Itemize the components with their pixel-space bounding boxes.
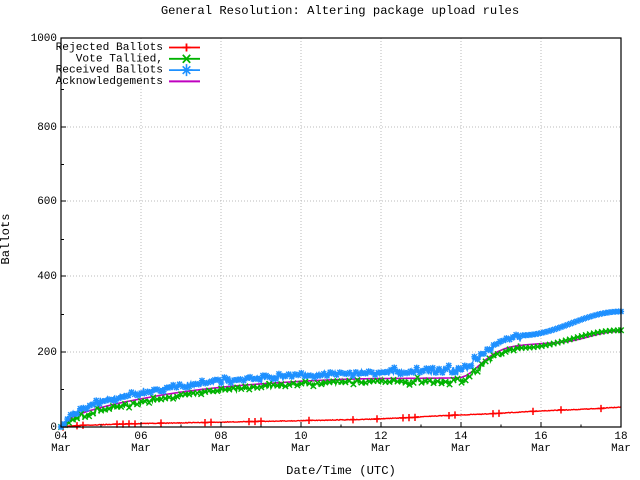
svg-text:Mar: Mar <box>291 443 311 455</box>
svg-text:General Resolution: Altering p: General Resolution: Altering package upl… <box>161 4 519 18</box>
svg-text:1000: 1000 <box>31 33 57 45</box>
svg-text:14: 14 <box>454 431 468 443</box>
svg-text:Ballots: Ballots <box>0 213 13 264</box>
svg-text:12: 12 <box>374 431 387 443</box>
svg-text:04: 04 <box>54 431 68 443</box>
svg-text:16: 16 <box>534 431 547 443</box>
svg-text:Mar: Mar <box>131 443 151 455</box>
svg-text:10: 10 <box>294 431 307 443</box>
svg-text:Mar: Mar <box>371 443 391 455</box>
svg-text:Received Ballots: Received Ballots <box>56 65 163 77</box>
svg-text:200: 200 <box>37 347 57 359</box>
svg-text:Acknowledgements: Acknowledgements <box>56 76 163 88</box>
svg-text:Mar: Mar <box>211 443 231 455</box>
svg-text:Rejected Ballots: Rejected Ballots <box>56 42 163 54</box>
svg-text:Mar: Mar <box>531 443 551 455</box>
svg-text:08: 08 <box>214 431 227 443</box>
svg-text:06: 06 <box>134 431 147 443</box>
svg-text:18: 18 <box>614 431 627 443</box>
svg-text:Mar: Mar <box>611 443 631 455</box>
svg-text:600: 600 <box>37 196 57 208</box>
svg-text:Mar: Mar <box>51 443 71 455</box>
svg-text:Vote Tallied,: Vote Tallied, <box>76 53 163 65</box>
svg-text:800: 800 <box>37 122 57 134</box>
svg-text:Date/Time (UTC): Date/Time (UTC) <box>286 464 396 478</box>
svg-text:Mar: Mar <box>451 443 471 455</box>
svg-text:400: 400 <box>37 271 57 283</box>
